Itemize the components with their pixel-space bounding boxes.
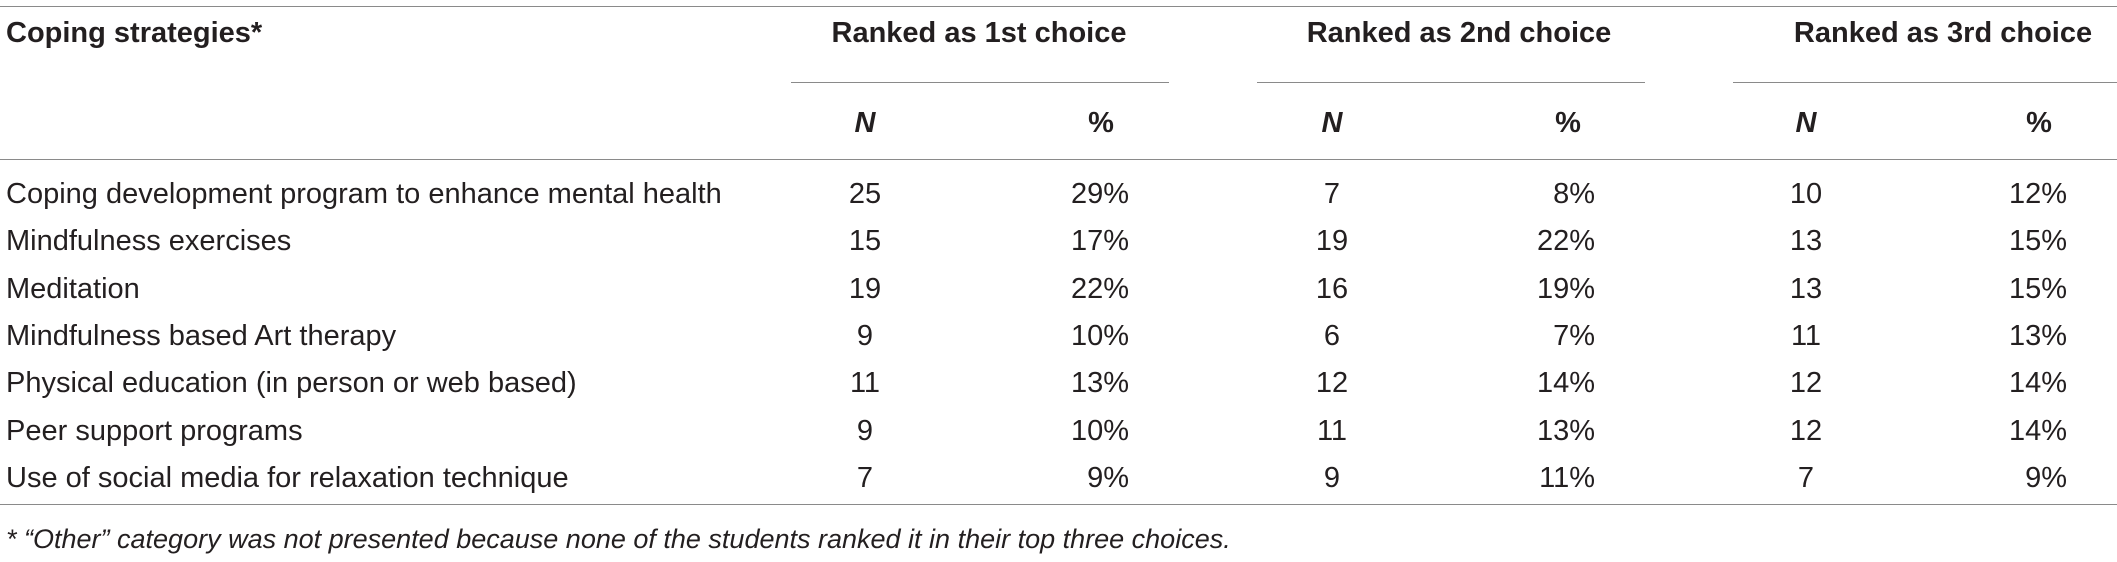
cell-n-1st: 15 xyxy=(848,225,882,258)
cell-n-1st: 11 xyxy=(849,367,881,400)
cell-n-2nd: 11 xyxy=(1316,414,1348,447)
cell-n-3rd: 10 xyxy=(1789,178,1823,210)
subheader-n-3rd: N xyxy=(1795,107,1817,139)
cell-n-3rd: 11 xyxy=(1790,319,1822,352)
cell-n-3rd: 12 xyxy=(1789,414,1823,447)
group-rule-1st xyxy=(791,82,1169,83)
cell-pct-3rd: 9% xyxy=(2025,461,2067,494)
cell-pct-2nd: 11% xyxy=(1539,461,1595,494)
cell-n-3rd: 12 xyxy=(1789,367,1823,400)
cell-pct-1st: 9% xyxy=(1087,461,1129,494)
row-strategy-label: Meditation xyxy=(6,272,140,305)
group-rule-2nd xyxy=(1257,82,1645,83)
table-top-rule xyxy=(0,6,2117,7)
cell-pct-2nd: 19% xyxy=(1536,272,1595,305)
subheader-pct-2nd: % xyxy=(1555,107,1581,139)
cell-pct-3rd: 12% xyxy=(2008,178,2067,210)
cell-pct-3rd: 14% xyxy=(2008,367,2067,400)
cell-pct-1st: 29% xyxy=(1070,178,1129,210)
row-strategy-label: Mindfulness exercises xyxy=(6,225,292,258)
cell-n-1st: 9 xyxy=(856,319,874,352)
cell-pct-1st: 17% xyxy=(1070,225,1129,258)
header-rank-2nd: Ranked as 2nd choice xyxy=(1306,17,1612,49)
cell-pct-3rd: 13% xyxy=(2008,319,2067,352)
subheader-n-1st: N xyxy=(854,107,876,139)
cell-pct-2nd: 22% xyxy=(1536,225,1595,258)
cell-pct-2nd: 7% xyxy=(1553,319,1595,352)
cell-pct-2nd: 13% xyxy=(1536,414,1595,447)
cell-pct-1st: 13% xyxy=(1070,367,1129,400)
cell-n-2nd: 9 xyxy=(1323,461,1341,494)
subheader-pct-1st: % xyxy=(1088,107,1114,139)
cell-pct-2nd: 14% xyxy=(1536,367,1595,400)
subheader-pct-3rd: % xyxy=(2026,107,2052,139)
row-strategy-label: Physical education (in person or web bas… xyxy=(6,367,577,400)
header-coping-strategies: Coping strategies* xyxy=(6,17,263,49)
cell-pct-2nd: 8% xyxy=(1553,178,1595,210)
cell-n-3rd: 13 xyxy=(1789,225,1823,258)
cell-pct-1st: 22% xyxy=(1070,272,1129,305)
cell-pct-3rd: 15% xyxy=(2008,225,2067,258)
table-bottom-rule xyxy=(0,504,2117,505)
header-bottom-rule xyxy=(0,159,2117,160)
header-rank-1st: Ranked as 1st choice xyxy=(831,17,1127,49)
cell-n-2nd: 16 xyxy=(1315,272,1349,305)
cell-n-2nd: 7 xyxy=(1323,178,1341,210)
cell-n-1st: 9 xyxy=(856,414,874,447)
cell-n-1st: 7 xyxy=(856,461,874,494)
row-strategy-label: Peer support programs xyxy=(6,414,303,447)
table-footnote: * “Other” category was not presented bec… xyxy=(6,524,1231,554)
cell-n-2nd: 6 xyxy=(1323,319,1341,352)
cell-pct-3rd: 15% xyxy=(2008,272,2067,305)
cell-n-2nd: 19 xyxy=(1315,225,1349,258)
cell-n-2nd: 12 xyxy=(1315,367,1349,400)
cell-pct-1st: 10% xyxy=(1070,319,1129,352)
row-strategy-label: Coping development program to enhance me… xyxy=(6,178,722,210)
cell-n-1st: 19 xyxy=(848,272,882,305)
group-rule-3rd xyxy=(1733,82,2117,83)
header-rank-3rd: Ranked as 3rd choice xyxy=(1793,17,2093,49)
cell-n-3rd: 13 xyxy=(1789,272,1823,305)
cell-pct-1st: 10% xyxy=(1070,414,1129,447)
subheader-n-2nd: N xyxy=(1321,107,1343,139)
cell-n-3rd: 7 xyxy=(1797,461,1815,494)
cell-n-1st: 25 xyxy=(848,178,882,210)
row-strategy-label: Use of social media for relaxation techn… xyxy=(6,461,569,494)
cell-pct-3rd: 14% xyxy=(2008,414,2067,447)
row-strategy-label: Mindfulness based Art therapy xyxy=(6,319,397,352)
